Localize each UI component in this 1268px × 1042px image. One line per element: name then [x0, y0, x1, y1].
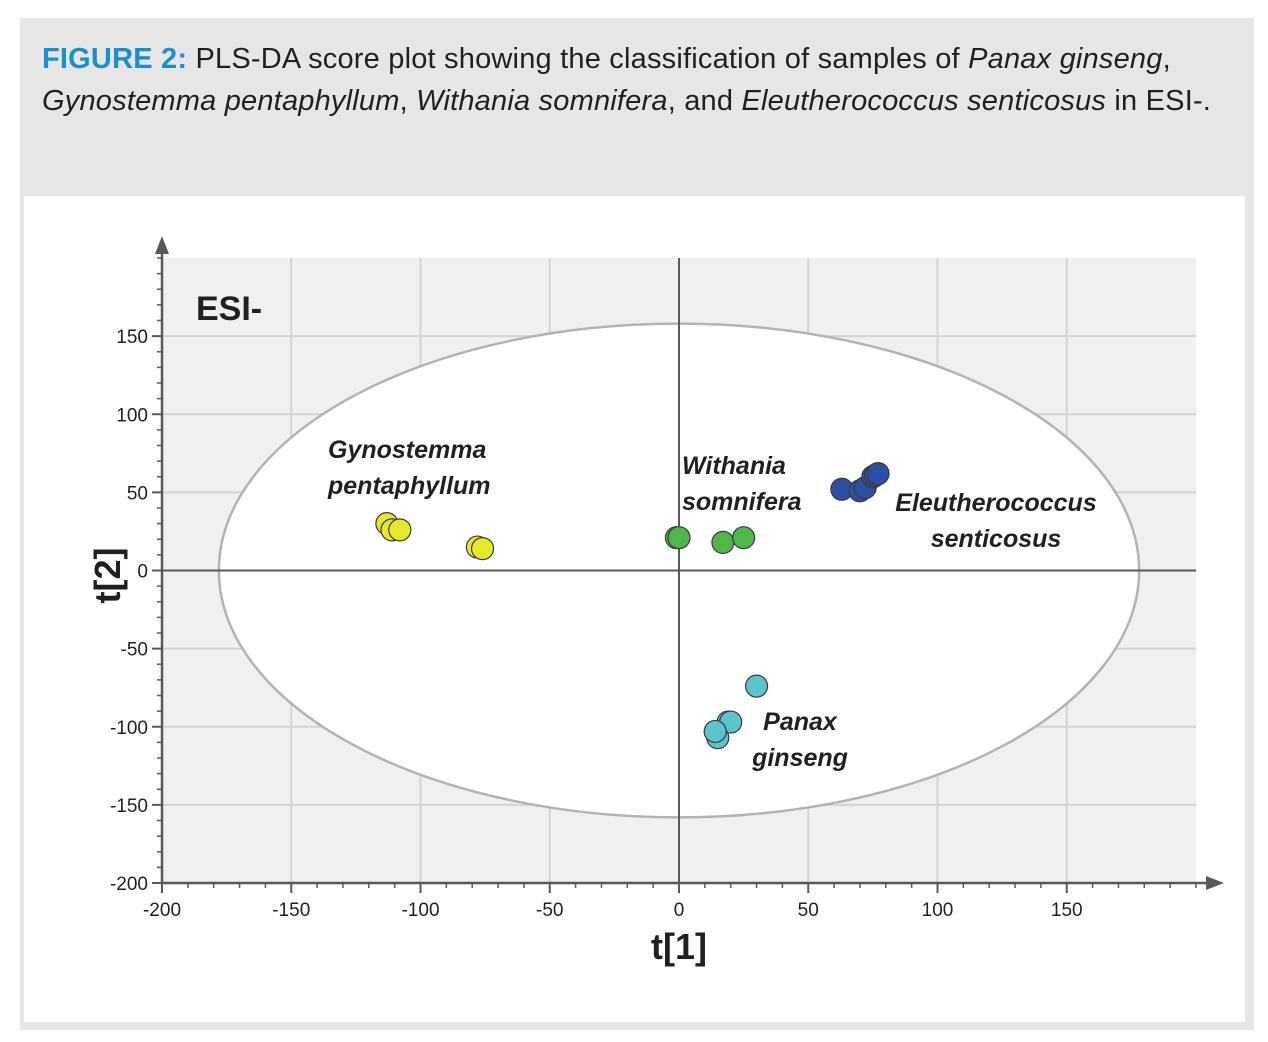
- y-tick-label: 50: [127, 483, 148, 504]
- group-label-eleutherococcus-senticosus: senticosus: [931, 525, 1062, 553]
- caption-text-4: ,: [399, 85, 417, 117]
- y-tick-label: 100: [116, 405, 148, 426]
- x-tick-label: -200: [143, 900, 181, 921]
- point-panax-ginseng: [744, 674, 769, 698]
- x-tick-label: 100: [922, 900, 954, 921]
- x-tick-label: 50: [798, 900, 819, 921]
- y-tick-label: 0: [137, 562, 148, 583]
- figure-caption: FIGURE 2: PLS-DA score plot showing the …: [42, 38, 1232, 122]
- y-tick-label: -50: [121, 640, 148, 661]
- point-withania-somnifera: [711, 530, 735, 554]
- x-tick-label: -150: [272, 900, 310, 921]
- group-label-gynostemma-pentaphyllum: Gynostemma: [328, 436, 486, 464]
- group-label-gynostemma-pentaphyllum: pentaphyllum: [327, 472, 491, 500]
- pls-da-score-plot: -200 -150 -100 -50 0 50 100 150 -200 -150 -100 -50 0…: [87, 236, 1224, 967]
- axes: -200 -150 -100 -50 0 50 100 150 -200 -150 -100 -50 0…: [87, 236, 1224, 967]
- x-tick-label: -50: [536, 900, 563, 921]
- ionization-mode-label: ESI-: [196, 290, 262, 328]
- group-label-withania-somnifera: somnifera: [682, 488, 802, 516]
- figure-frame: FIGURE 2: PLS-DA score plot showing the …: [20, 18, 1254, 1030]
- labels: ESI- Gynostemma pentaphyllum Withania somnif…: [196, 290, 1097, 772]
- group-label-withania-somnifera: Withania: [682, 452, 786, 480]
- caption-species-panax: Panax ginseng: [968, 43, 1163, 75]
- caption-species-gynostemma: Gynostemma pentaphyllum: [42, 85, 400, 117]
- x-axis-title: t[1]: [651, 926, 707, 967]
- caption-species-eleutherococcus: Eleutherococcus senticosus: [741, 85, 1107, 117]
- y-tick-label: -200: [110, 874, 148, 895]
- caption-text-0: PLS-DA score plot showing the classifica…: [187, 43, 969, 75]
- y-tick-label: 150: [116, 327, 148, 348]
- point-withania-somnifera: [667, 526, 691, 550]
- figure-label: FIGURE 2:: [42, 43, 188, 75]
- chart-panel: -200 -150 -100 -50 0 50 100 150 -200 -150 -100 -50 0…: [24, 196, 1245, 1022]
- point-gynostemma-pentaphyllum: [470, 537, 495, 561]
- y-axis-title: t[2]: [87, 548, 128, 604]
- point-panax-ginseng: [703, 719, 727, 744]
- x-tick-label: 0: [674, 900, 685, 921]
- x-tick-label: -100: [401, 900, 439, 921]
- ellipse-layer: [162, 258, 1196, 883]
- group-label-panax-ginseng: ginseng: [751, 744, 848, 772]
- group-label-eleutherococcus-senticosus: Eleutherococcus: [895, 489, 1097, 517]
- data-points: [375, 462, 890, 750]
- y-tick-label: -100: [110, 718, 148, 739]
- group-label-panax-ginseng: Panax: [763, 708, 838, 736]
- caption-species-withania: Withania somnifera: [416, 85, 668, 117]
- x-tick-label: 150: [1051, 900, 1083, 921]
- y-tick-label: -150: [110, 796, 148, 817]
- caption-text-6: , and: [667, 85, 742, 117]
- x-axis-arrow: [1206, 876, 1224, 890]
- point-withania-somnifera: [732, 526, 756, 550]
- point-gynostemma-pentaphyllum: [388, 518, 412, 542]
- caption-text-2: ,: [1162, 43, 1171, 75]
- point-eleutherococcus-senticosus: [866, 462, 890, 486]
- caption-text-8: in ESI-.: [1106, 85, 1212, 117]
- y-axis-arrow: [155, 236, 169, 254]
